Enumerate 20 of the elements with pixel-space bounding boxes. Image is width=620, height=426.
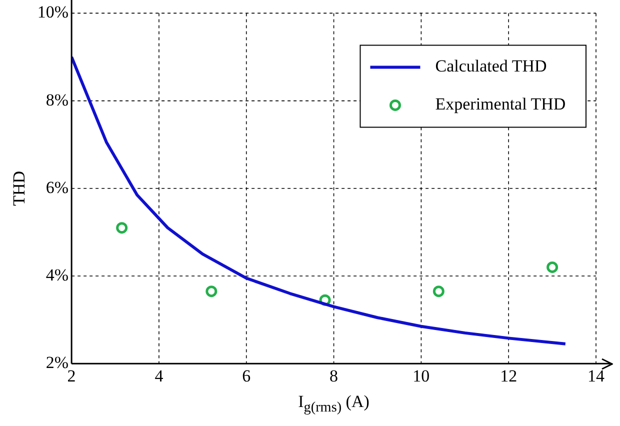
legend-label: Experimental THD [435,94,566,114]
y-tick-label: 6% [46,178,69,197]
point [116,222,128,234]
y-tick-label: 2% [46,353,69,372]
y-tick-label: 4% [46,265,69,284]
x-tick-label: 6 [242,366,251,386]
x-axis-title: I$_{g(rms)}$ (A) [298,392,370,416]
x-tick-label: 12 [500,366,518,386]
x-tick-label: 14 [588,366,605,386]
point [432,286,444,298]
legend-label: Calculated THD [435,56,547,76]
y-tick-label: 8% [46,90,69,110]
x-tick-label: 8 [330,366,338,386]
x-tick-label: 2 [67,366,76,386]
y-axis-title: THD [10,170,29,206]
point [546,261,558,273]
point [206,286,218,298]
y-tick-label: 10% [37,2,69,22]
x-tick-label: 4 [154,366,164,386]
x-tick-label: 10 [412,366,430,386]
